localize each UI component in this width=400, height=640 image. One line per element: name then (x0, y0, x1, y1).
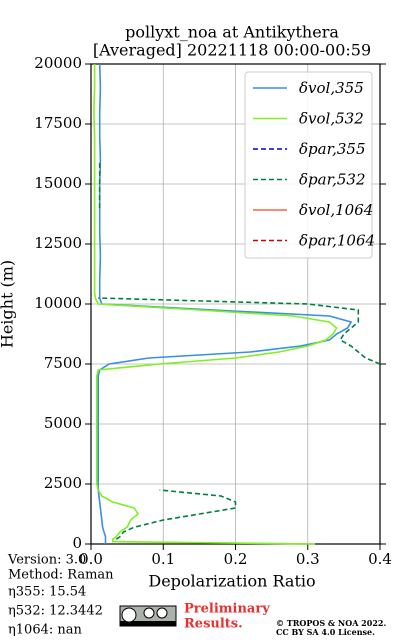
preliminary-text: Results. (184, 617, 243, 632)
legend-label: δvol,532 (299, 110, 364, 128)
y-tick-label: 2500 (44, 474, 82, 492)
chart-title: pollyxt_noa at Antikythera (125, 23, 339, 42)
y-tick-label: 20000 (34, 54, 82, 72)
data-line (93, 64, 338, 545)
info-text: η1064: nan (8, 623, 83, 638)
x-tick-label: 0.4 (368, 550, 392, 568)
preliminary-text: Preliminary (184, 602, 270, 617)
legend-label: δpar,1064 (299, 232, 375, 250)
y-tick-label: 15000 (34, 174, 82, 192)
legend-label: δpar,355 (299, 140, 366, 158)
x-tick-label: 0.2 (224, 550, 248, 568)
x-tick-label: 0.1 (151, 550, 175, 568)
info-text: η532: 12.3442 (8, 604, 103, 619)
x-tick-label: 0.3 (296, 550, 320, 568)
info-text: Version: 3.0 (7, 553, 86, 568)
chart-subtitle: [Averaged] 20221118 00:00-00:59 (93, 41, 371, 60)
data-line (97, 63, 353, 544)
y-tick-label: 17500 (34, 114, 82, 132)
legend-label: δpar,532 (299, 171, 366, 189)
cc-logo (119, 605, 177, 627)
legend-label: δvol,355 (299, 79, 364, 97)
x-axis-label: Depolarization Ratio (148, 572, 315, 591)
y-tick-label: 5000 (44, 414, 82, 432)
info-text: η355: 15.54 (8, 585, 86, 600)
copyright-text: CC BY SA 4.0 License. (276, 627, 375, 637)
x-tick-label: 0.0 (79, 550, 103, 568)
y-tick-label: 12500 (34, 234, 82, 252)
copyright-text: © TROPOS & NOA 2022. (276, 618, 386, 628)
legend-box (244, 71, 373, 259)
y-tick-label: 7500 (44, 354, 82, 372)
legend-label: δvol,1064 (299, 201, 373, 219)
plot-frame (90, 63, 381, 545)
y-tick-label: 10000 (34, 294, 82, 312)
y-tick-label: 0 (72, 534, 82, 552)
info-text: Method: Raman (8, 568, 114, 583)
y-axis-label: Height (m) (0, 260, 17, 348)
